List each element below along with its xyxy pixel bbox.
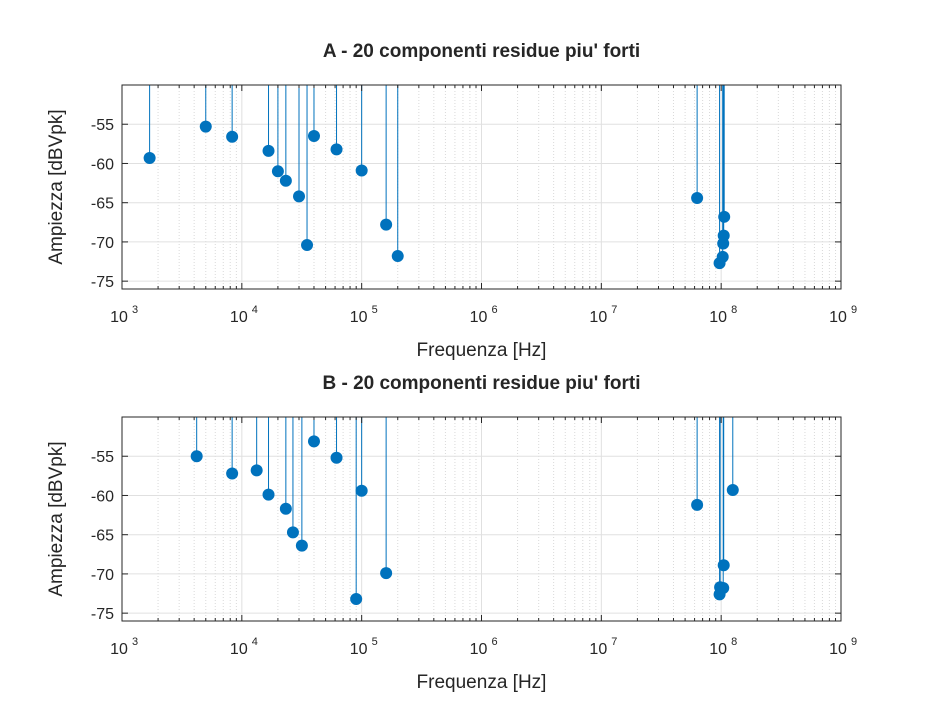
data-point — [350, 593, 363, 606]
data-point — [199, 120, 212, 133]
x-tick-exponent: 7 — [611, 636, 617, 648]
data-point — [293, 190, 306, 203]
data-point — [307, 435, 320, 448]
y-tick-label: -70 — [91, 235, 114, 252]
x-tick-label: 10 — [470, 641, 488, 658]
data-point — [262, 144, 275, 157]
data-point — [307, 130, 320, 142]
x-tick-exponent: 4 — [252, 304, 258, 316]
panel-b-title: B - 20 componenti residue piu' forti — [322, 373, 640, 394]
y-tick-label: -60 — [91, 156, 114, 173]
data-point — [330, 451, 343, 464]
data-point — [250, 464, 263, 477]
x-tick-label: 10 — [470, 309, 488, 326]
y-tick-label: -75 — [91, 274, 114, 291]
data-point — [355, 164, 368, 177]
data-point — [226, 130, 239, 143]
x-tick-exponent: 3 — [132, 636, 138, 648]
data-point — [726, 483, 739, 496]
data-point — [391, 250, 404, 263]
x-tick-exponent: 9 — [851, 636, 857, 648]
data-point — [718, 210, 731, 223]
panel-b-y-axis-label: Ampiezza [dBVpk] — [46, 441, 67, 596]
panel-a-y-axis-label: Ampiezza [dBVpk] — [46, 109, 67, 264]
x-tick-label: 10 — [230, 641, 248, 658]
panel-a-title: A - 20 componenti residue piu' forti — [323, 41, 640, 62]
x-tick-exponent: 9 — [851, 304, 857, 316]
x-tick-exponent: 8 — [731, 304, 737, 316]
data-point — [286, 526, 299, 539]
data-point — [380, 218, 393, 231]
y-tick-label: -70 — [91, 567, 114, 584]
x-tick-label: 10 — [230, 309, 248, 326]
data-point — [716, 250, 729, 263]
y-tick-label: -65 — [91, 528, 114, 545]
x-tick-label: 10 — [350, 309, 368, 326]
panel-a-x-axis-label: Frequenza [Hz] — [417, 340, 547, 361]
x-tick-label: 10 — [709, 641, 727, 658]
x-tick-label: 10 — [110, 641, 128, 658]
data-point — [226, 467, 239, 480]
data-point — [295, 539, 308, 552]
y-tick-label: -55 — [91, 117, 114, 134]
data-point — [380, 567, 393, 580]
data-point — [271, 165, 284, 178]
data-point — [330, 143, 343, 156]
x-tick-exponent: 8 — [731, 636, 737, 648]
x-tick-label: 10 — [589, 309, 607, 326]
panel-b-series — [196, 417, 734, 600]
data-point — [691, 498, 704, 511]
data-point — [691, 191, 704, 204]
x-tick-exponent: 3 — [132, 304, 138, 316]
data-point — [717, 582, 730, 595]
x-tick-exponent: 4 — [252, 636, 258, 648]
data-point — [717, 559, 730, 572]
x-tick-exponent: 5 — [372, 304, 378, 316]
x-tick-exponent: 6 — [491, 304, 497, 316]
x-tick-exponent: 7 — [611, 304, 617, 316]
data-point — [279, 174, 292, 187]
x-tick-label: 10 — [589, 641, 607, 658]
y-tick-label: -65 — [91, 196, 114, 213]
data-point — [301, 239, 314, 252]
data-point — [143, 151, 156, 164]
data-point — [262, 488, 275, 501]
x-tick-label: 10 — [709, 309, 727, 326]
data-point — [279, 502, 292, 515]
panel-b-x-axis-label: Frequenza [Hz] — [417, 672, 547, 693]
data-point — [717, 229, 730, 242]
x-tick-label: 10 — [110, 309, 128, 326]
y-tick-label: -60 — [91, 488, 114, 505]
panel-a-series — [149, 85, 725, 264]
data-point — [355, 484, 368, 497]
x-tick-exponent: 6 — [491, 636, 497, 648]
y-tick-label: -75 — [91, 606, 114, 623]
x-tick-label: 10 — [829, 309, 847, 326]
y-tick-label: -55 — [91, 449, 114, 466]
data-point — [190, 450, 203, 463]
x-tick-label: 10 — [350, 641, 368, 658]
x-tick-exponent: 5 — [372, 636, 378, 648]
x-tick-label: 10 — [829, 641, 847, 658]
